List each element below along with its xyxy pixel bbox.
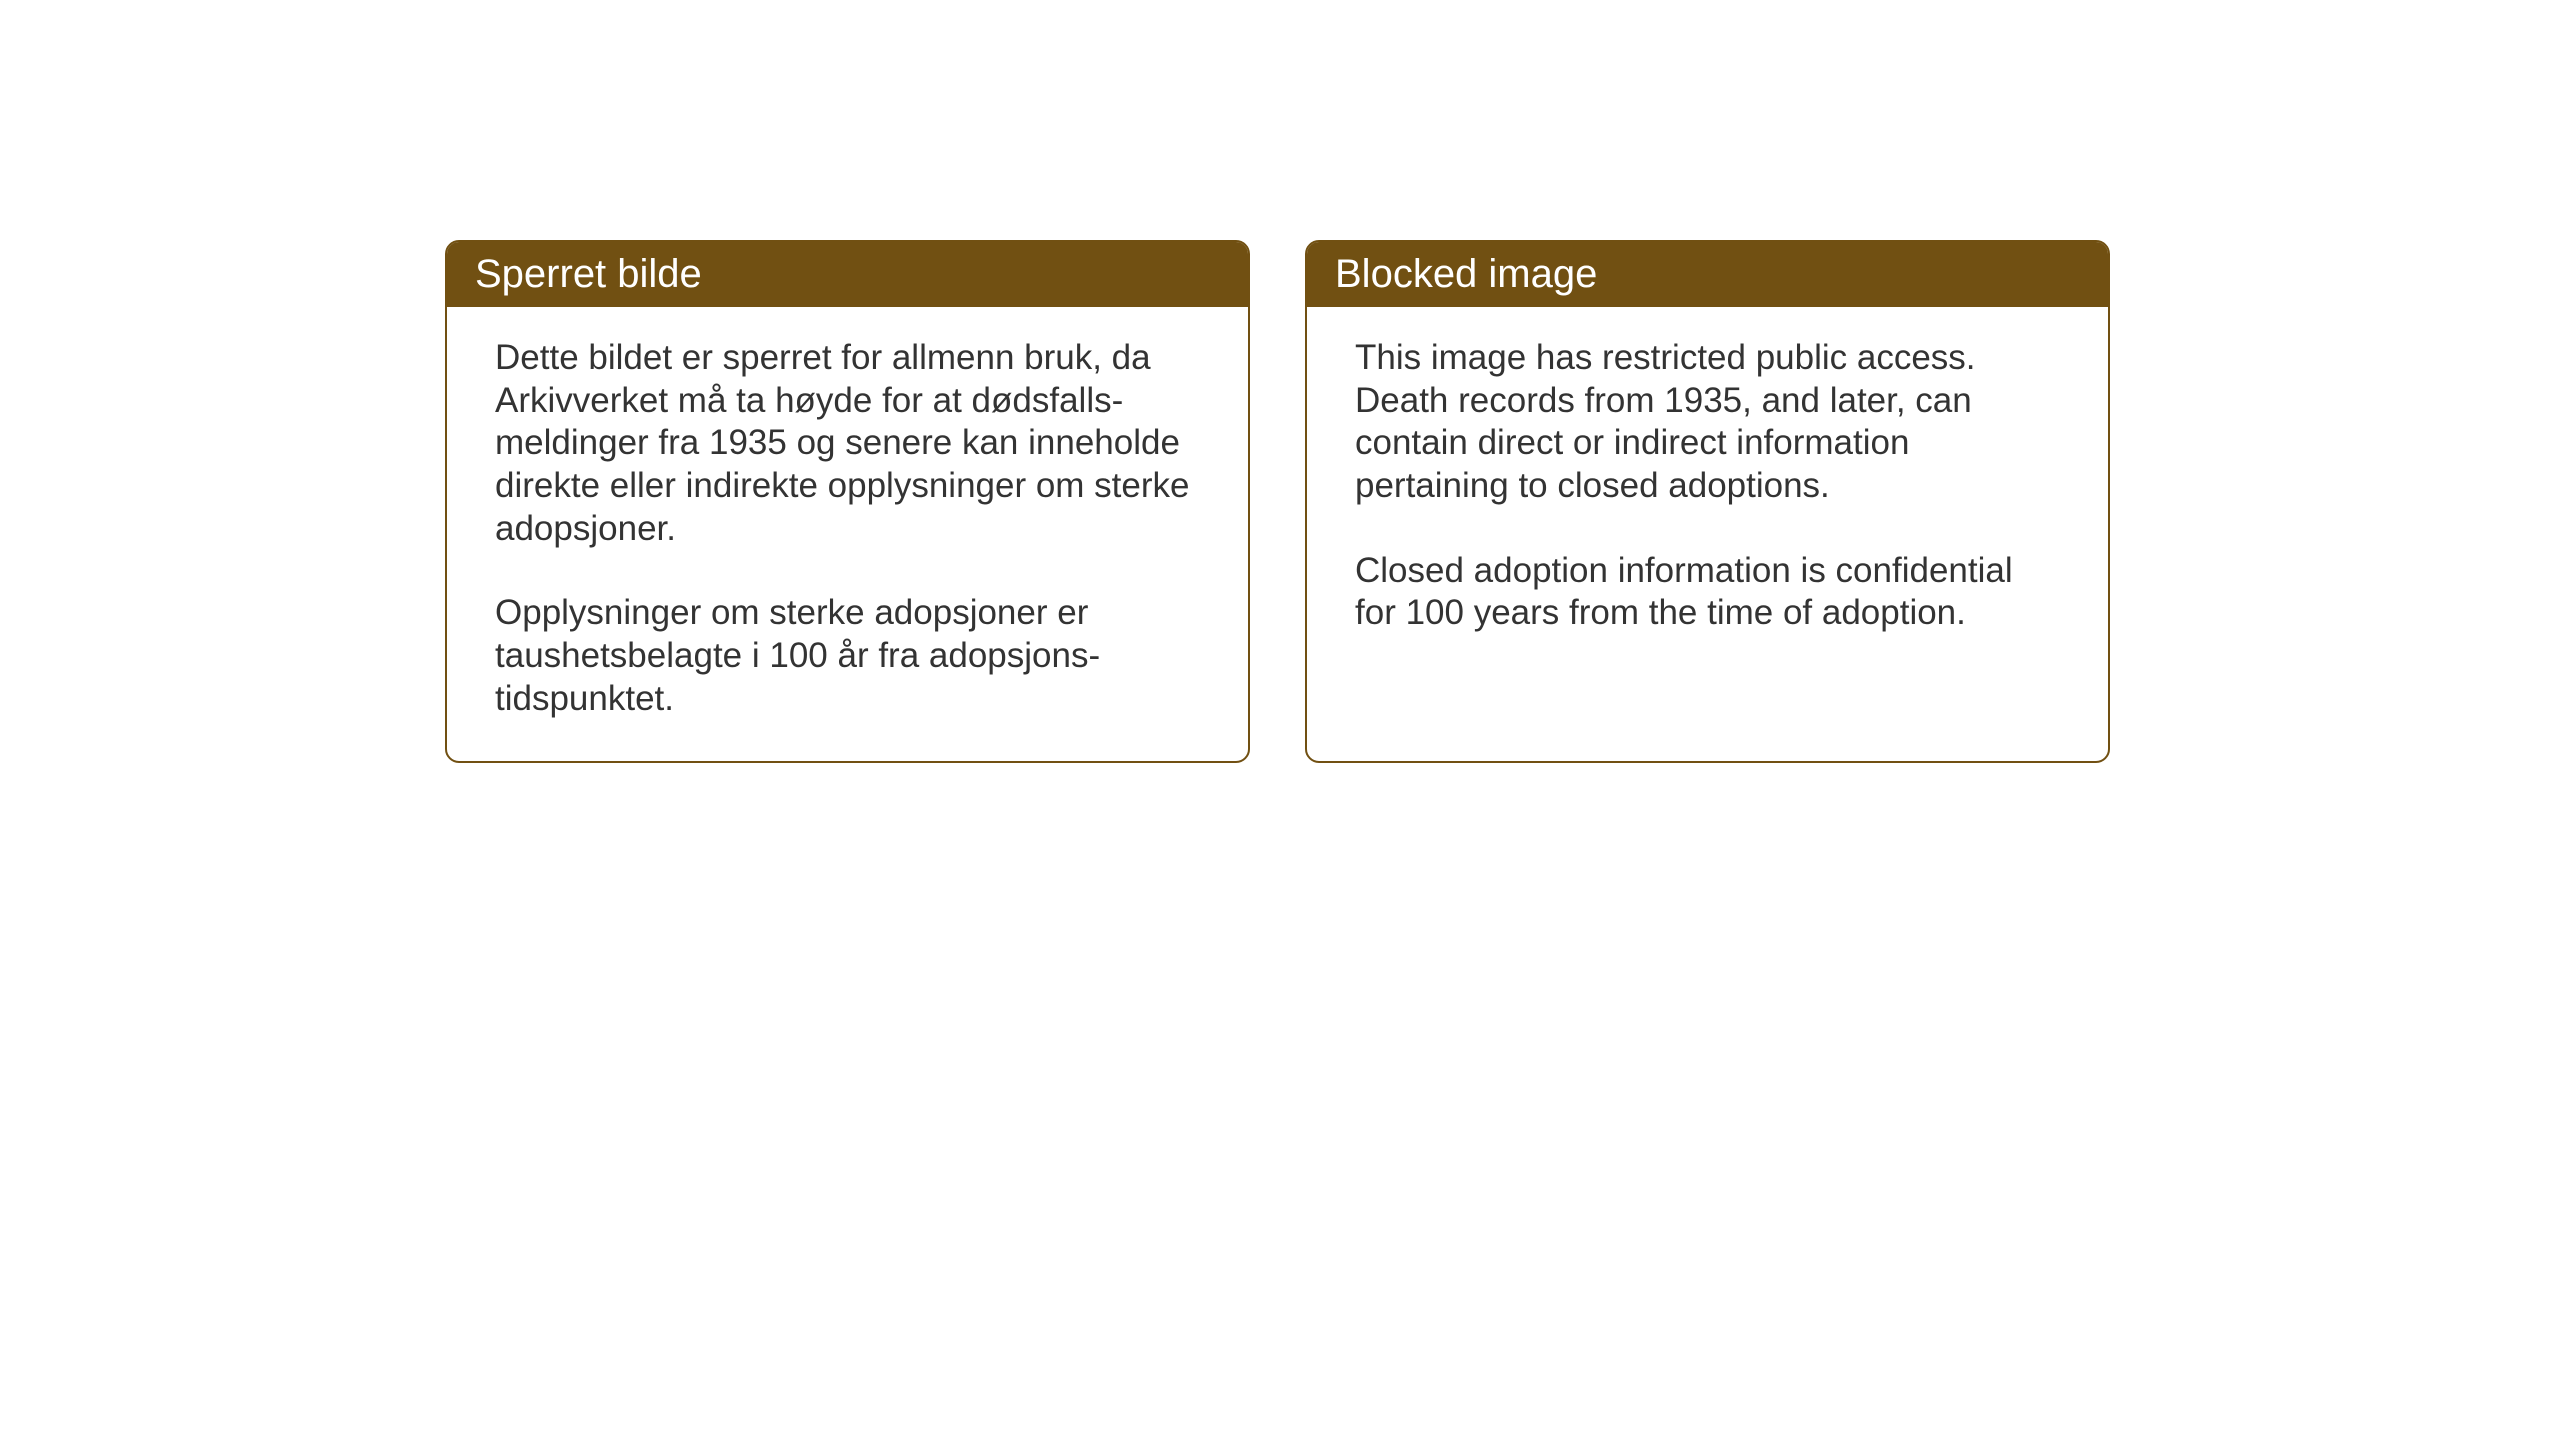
card-header-norwegian: Sperret bilde	[447, 242, 1248, 307]
card-body-norwegian: Dette bildet er sperret for allmenn bruk…	[447, 307, 1248, 761]
card-header-english: Blocked image	[1307, 242, 2108, 307]
card-body-english: This image has restricted public access.…	[1307, 307, 2108, 675]
paragraph-2-english: Closed adoption information is confident…	[1355, 550, 2060, 635]
notice-card-norwegian: Sperret bilde Dette bildet er sperret fo…	[445, 240, 1250, 763]
card-title-english: Blocked image	[1335, 252, 1597, 296]
paragraph-1-norwegian: Dette bildet er sperret for allmenn bruk…	[495, 337, 1200, 550]
notice-container: Sperret bilde Dette bildet er sperret fo…	[445, 240, 2110, 763]
paragraph-1-english: This image has restricted public access.…	[1355, 337, 2060, 508]
card-title-norwegian: Sperret bilde	[475, 252, 702, 296]
paragraph-2-norwegian: Opplysninger om sterke adopsjoner er tau…	[495, 592, 1200, 720]
notice-card-english: Blocked image This image has restricted …	[1305, 240, 2110, 763]
